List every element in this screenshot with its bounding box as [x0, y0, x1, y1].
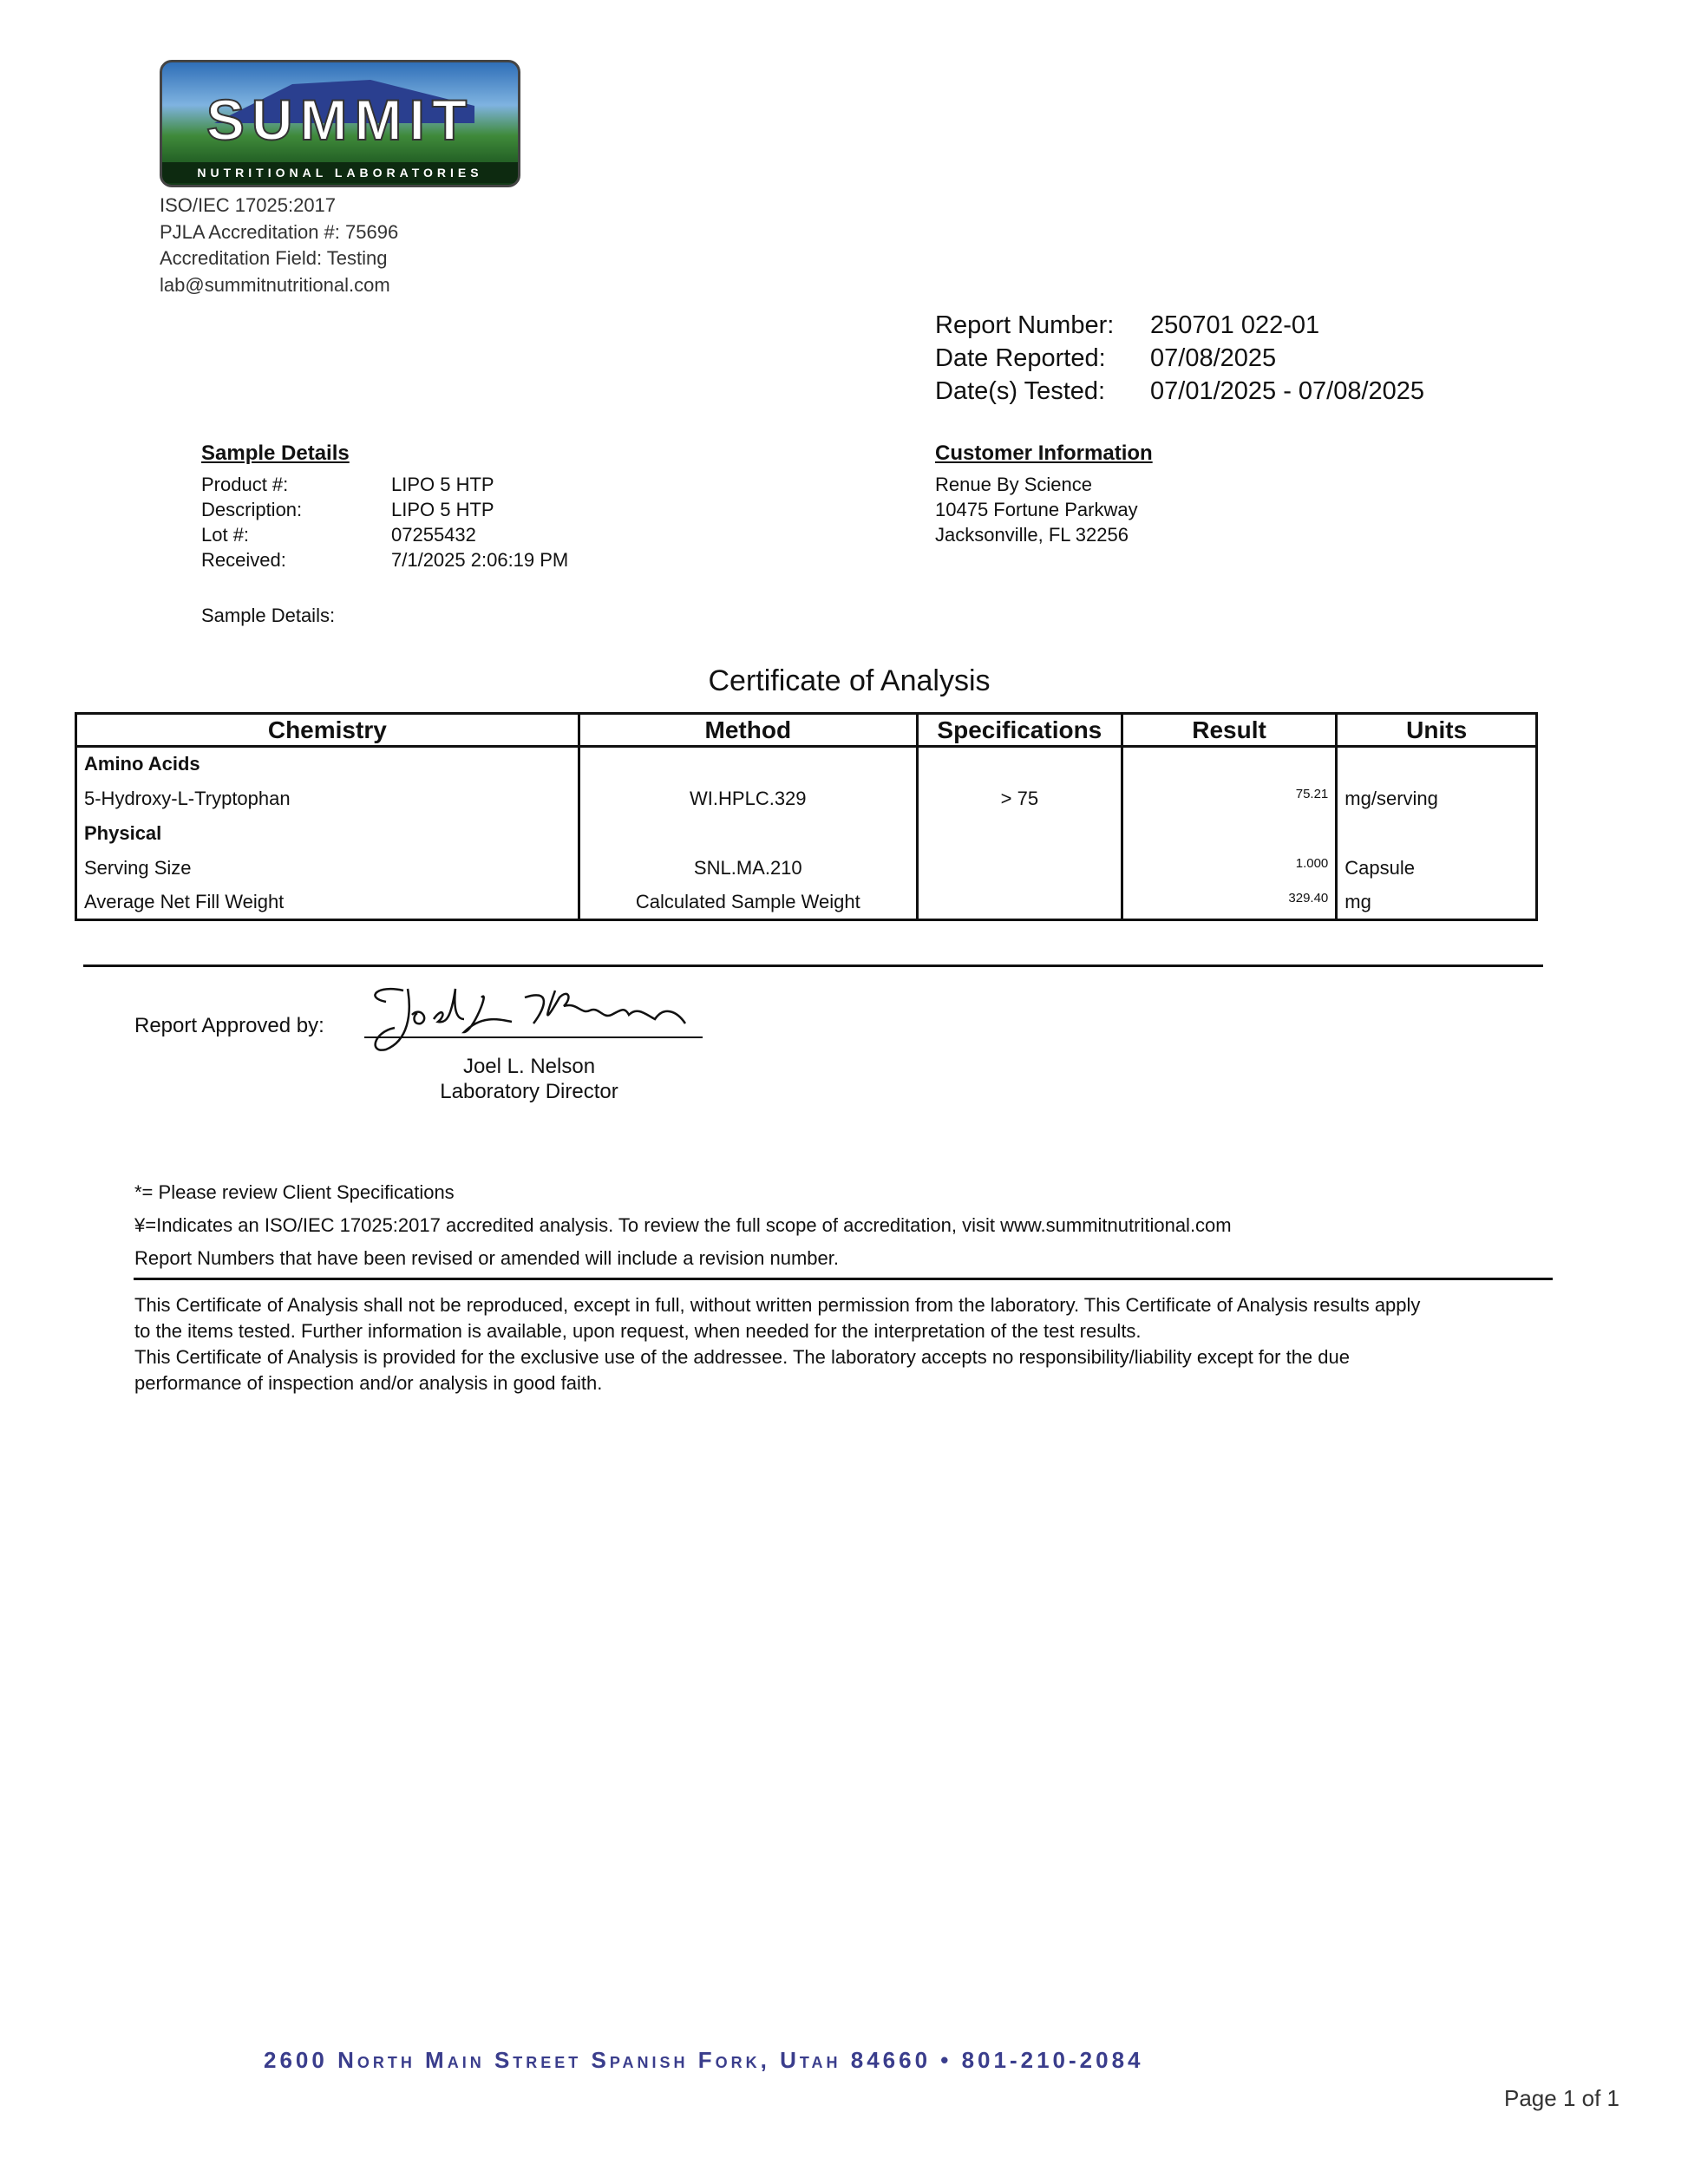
notes: *= Please review Client Specifications ¥…	[134, 1176, 1232, 1275]
date-reported-label: Date Reported:	[935, 344, 1106, 372]
method: Calculated Sample Weight	[577, 885, 919, 921]
table-row: Average Net Fill Weight Calculated Sample…	[75, 885, 1538, 921]
disclaimer: This Certificate of Analysis shall not b…	[134, 1292, 1420, 1396]
approver: Joel L. Nelson Laboratory Director	[356, 1054, 703, 1104]
page-number: Page 1 of 1	[1504, 2085, 1619, 2111]
approver-role: Laboratory Director	[440, 1080, 618, 1103]
customer-street: 10475 Fortune Parkway	[935, 499, 1138, 520]
lot-value: 07255432	[391, 524, 476, 546]
sample-values: LIPO 5 HTP LIPO 5 HTP 07255432 7/1/2025 …	[391, 472, 568, 572]
disclaimer-line: This Certificate of Analysis shall not b…	[134, 1294, 1421, 1316]
method: WI.HPLC.329	[577, 781, 919, 816]
customer-info: Renue By Science 10475 Fortune Parkway J…	[935, 472, 1138, 547]
iso-line: ISO/IEC 17025:2017	[160, 194, 337, 216]
table-row: 5-Hydroxy-L-Tryptophan WI.HPLC.329 > 75 75.…	[75, 781, 1538, 816]
specification	[915, 850, 1123, 886]
date-reported: 07/08/2025	[1150, 344, 1277, 372]
units: mg	[1335, 885, 1538, 921]
divider	[134, 1278, 1553, 1280]
summit-logo: SUMMIT NUTRITIONAL LABORATORIES	[160, 60, 520, 187]
email-line: lab@summitnutritional.com	[160, 273, 390, 296]
result: 75.21	[1120, 781, 1338, 816]
certificate-title: Certificate of Analysis	[708, 664, 991, 697]
product-label: Product #:	[201, 474, 289, 495]
specification	[915, 885, 1123, 921]
table-row: Physical	[75, 815, 1538, 851]
header-method: Method	[577, 712, 919, 748]
customer-name: Renue By Science	[935, 474, 1092, 495]
report-number-label: Report Number:	[935, 311, 1115, 339]
analyte: 5-Hydroxy-L-Tryptophan	[75, 781, 580, 816]
note-revisions: Report Numbers that have been revised or…	[134, 1247, 839, 1269]
units: mg/serving	[1335, 781, 1538, 816]
report-labels: Report Number: Date Reported: Date(s) Te…	[935, 309, 1114, 408]
results-table: Chemistry Method Specifications Result U…	[75, 712, 1538, 921]
divider	[83, 964, 1543, 967]
table-row: Serving Size SNL.MA.210 1.000 Capsule	[75, 850, 1538, 886]
note-accredited: ¥=Indicates an ISO/IEC 17025:2017 accred…	[134, 1214, 1232, 1236]
dates-tested: 07/01/2025 - 07/08/2025	[1150, 377, 1425, 405]
note-specifications: *= Please review Client Specifications	[134, 1181, 455, 1203]
product-value: LIPO 5 HTP	[391, 474, 494, 495]
sample-details-heading: Sample Details	[201, 441, 350, 465]
result: 329.40	[1120, 885, 1338, 921]
group-label: Amino Acids	[75, 746, 580, 781]
header-chemistry: Chemistry	[75, 712, 580, 748]
customer-city: Jacksonville, FL 32256	[935, 524, 1129, 546]
lab-info: ISO/IEC 17025:2017 PJLA Accreditation #:…	[160, 193, 398, 298]
field-line: Accreditation Field: Testing	[160, 247, 388, 269]
lot-label: Lot #:	[201, 524, 250, 546]
result: 1.000	[1120, 850, 1338, 886]
analyte: Serving Size	[75, 850, 580, 886]
received-value: 7/1/2025 2:06:19 PM	[391, 549, 569, 571]
signature	[364, 987, 703, 1051]
report-number: 250701 022-01	[1150, 311, 1320, 339]
approver-name: Joel L. Nelson	[462, 1055, 596, 1078]
disclaimer-line: to the items tested. Further information…	[134, 1320, 1142, 1342]
dates-tested-label: Date(s) Tested:	[935, 377, 1106, 405]
disclaimer-line: performance of inspection and/or analysi…	[134, 1372, 603, 1394]
pjla-line: PJLA Accreditation #: 75696	[160, 220, 399, 243]
received-label: Received:	[201, 549, 286, 571]
disclaimer-line: This Certificate of Analysis is provided…	[134, 1346, 1350, 1368]
report-values: 250701 022-01 07/08/2025 07/01/2025 - 07…	[1150, 309, 1424, 408]
group-label: Physical	[75, 815, 580, 851]
header-units: Units	[1335, 712, 1538, 748]
description-label: Description:	[201, 499, 303, 520]
analyte: Average Net Fill Weight	[75, 885, 580, 921]
specification: > 75	[915, 781, 1123, 816]
table-row: Amino Acids	[75, 746, 1538, 781]
customer-info-heading: Customer Information	[935, 441, 1153, 465]
sample-details-label: Sample Details:	[201, 605, 336, 626]
approved-label: Report Approved by:	[134, 1014, 324, 1037]
table-header: Chemistry Method Specifications Result U…	[75, 712, 1538, 748]
header-specifications: Specifications	[915, 712, 1123, 748]
footer-address: 2600 North Main Street Spanish Fork, Uta…	[264, 2047, 1144, 2073]
units: Capsule	[1335, 850, 1538, 886]
method: SNL.MA.210	[577, 850, 919, 886]
sample-labels: Product #: Description: Lot #: Received:	[201, 472, 302, 572]
header-result: Result	[1120, 712, 1338, 748]
description-value: LIPO 5 HTP	[391, 499, 494, 520]
